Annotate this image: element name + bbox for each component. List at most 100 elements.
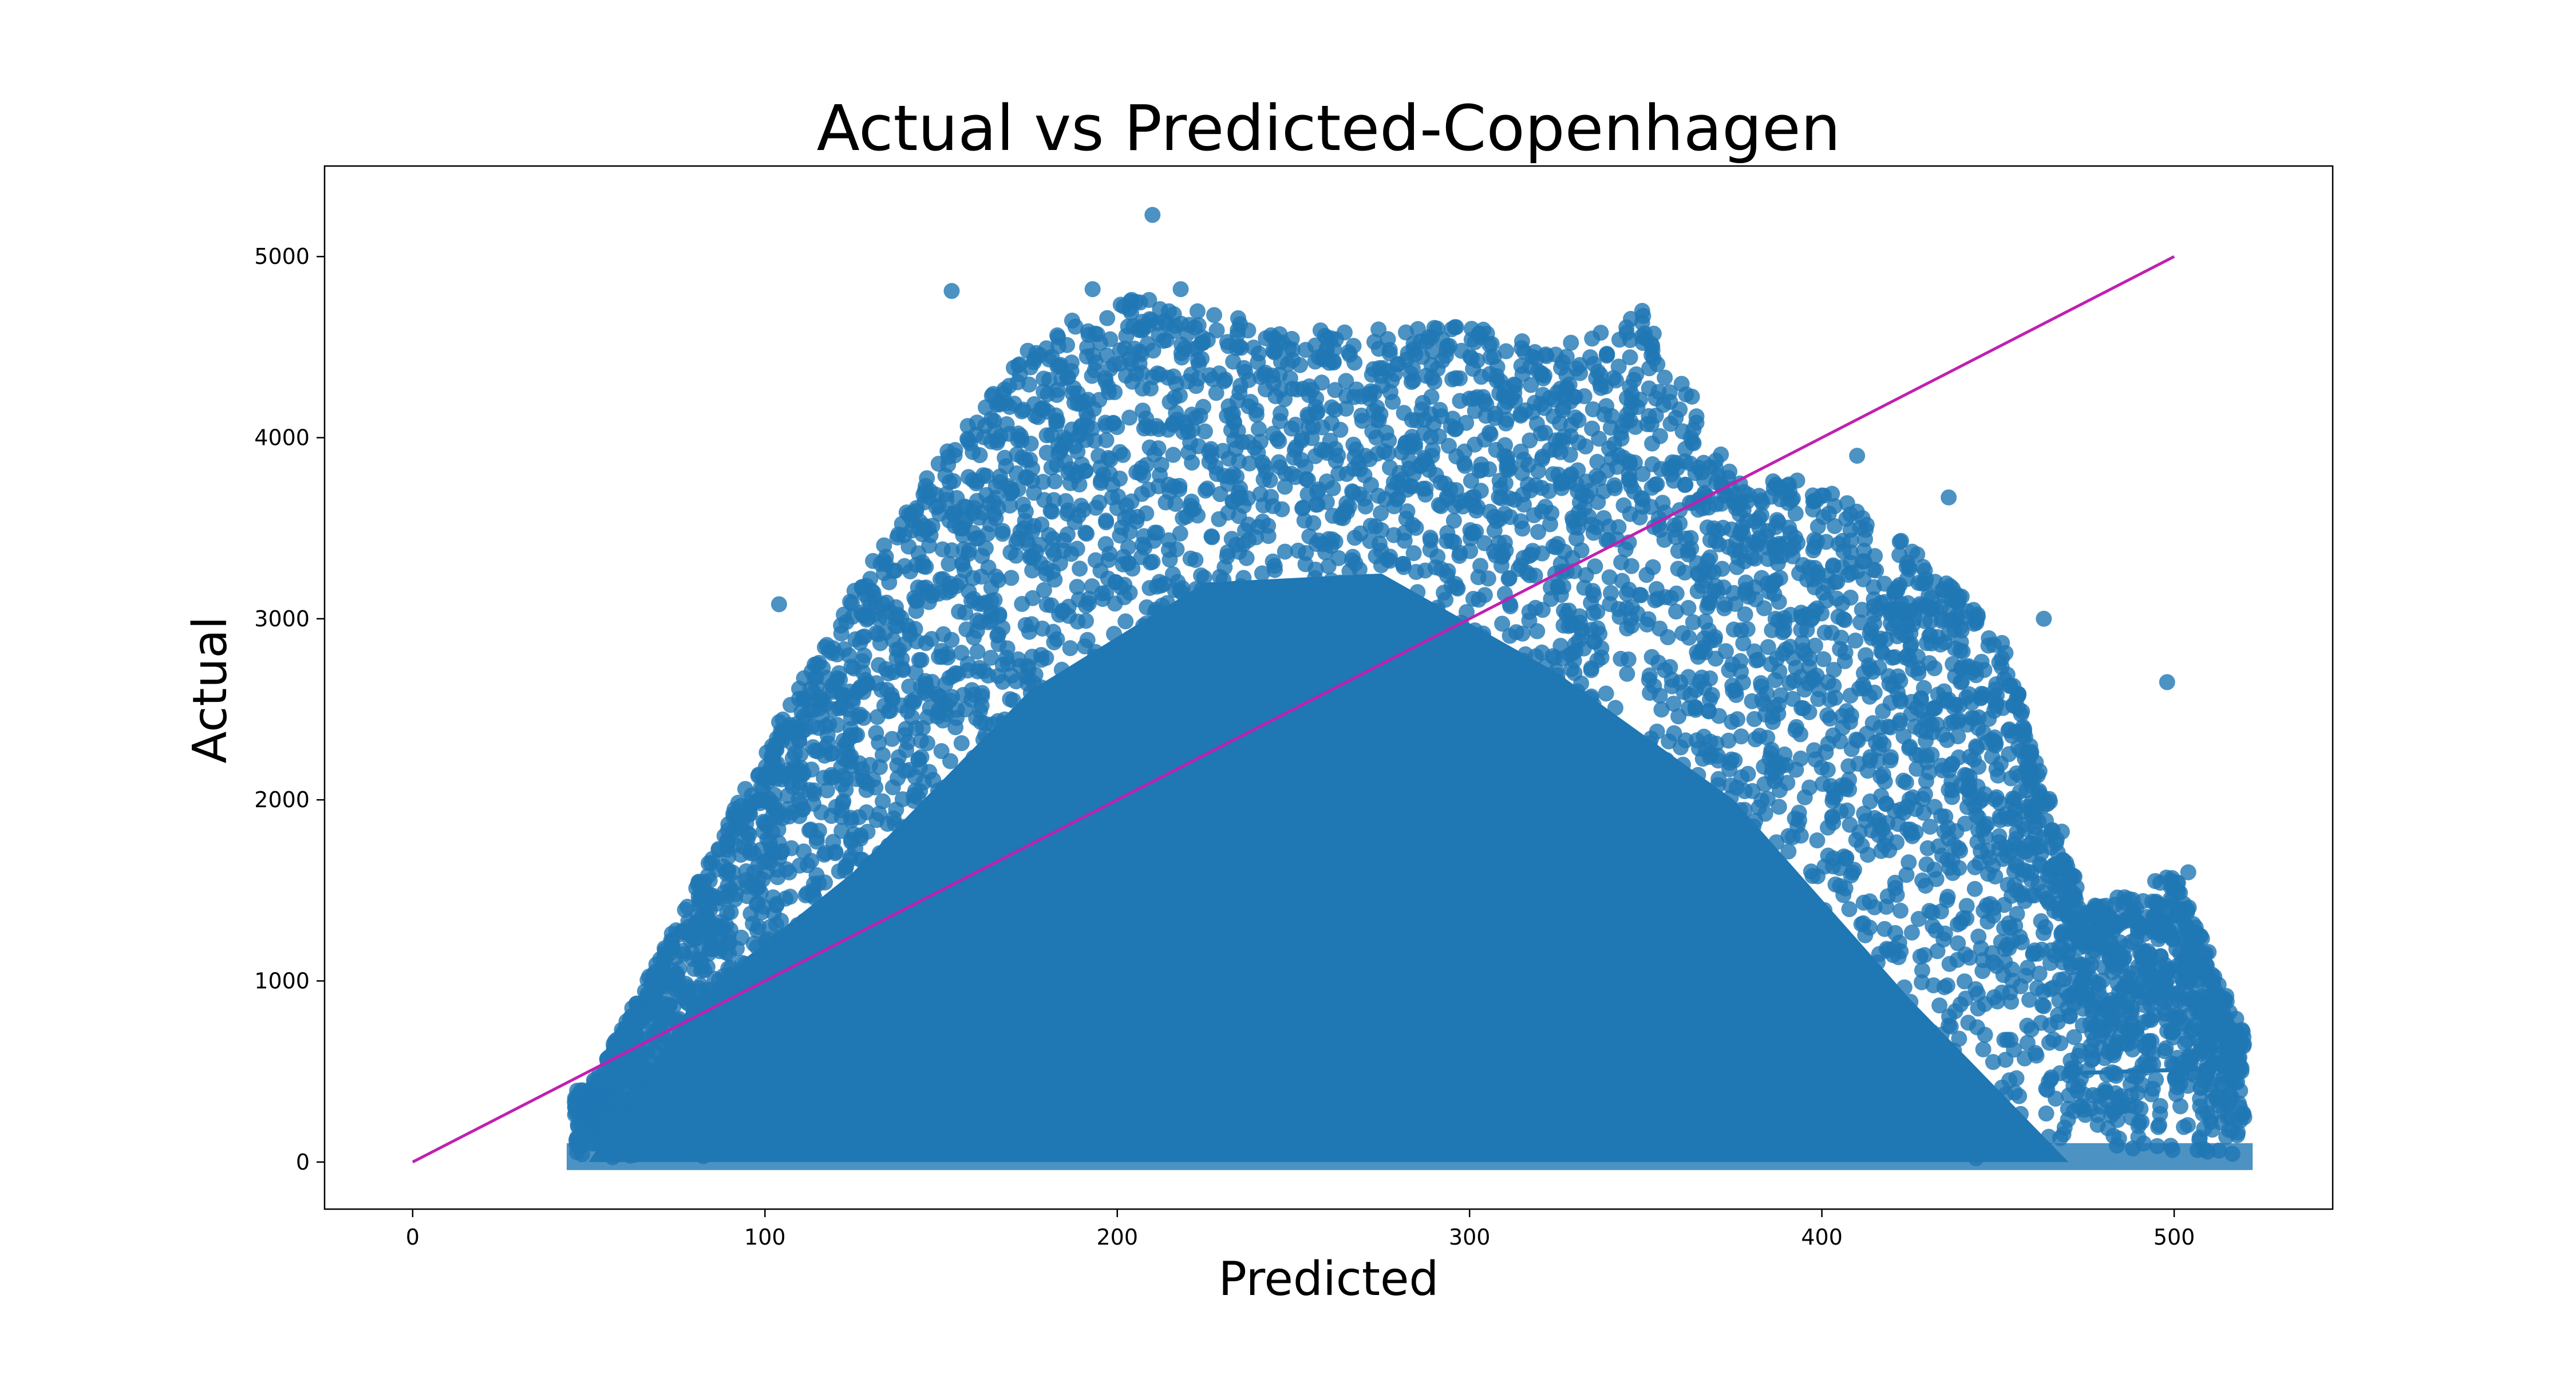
- scatter-point: [1681, 1069, 1697, 1086]
- scatter-point: [1496, 998, 1513, 1015]
- scatter-point: [954, 556, 971, 572]
- scatter-point: [933, 931, 950, 948]
- scatter-point: [1195, 998, 1211, 1014]
- scatter-point: [1662, 590, 1679, 606]
- scatter-point: [1590, 1059, 1607, 1076]
- scatter-point: [1100, 379, 1117, 396]
- scatter-point: [934, 971, 950, 988]
- scatter-point: [1833, 1120, 1850, 1136]
- scatter-point: [843, 963, 859, 980]
- scatter-point: [874, 747, 891, 763]
- scatter-point: [1038, 444, 1055, 461]
- scatter-point: [1271, 1087, 1288, 1104]
- scatter-point: [1020, 882, 1037, 898]
- scatter-point: [1500, 1048, 1516, 1065]
- scatter-point: [1008, 887, 1025, 904]
- scatter-point: [1376, 576, 1393, 593]
- scatter-point: [1097, 781, 1114, 797]
- scatter-point: [1492, 946, 1509, 963]
- scatter-point: [1111, 1110, 1127, 1127]
- scatter-point: [1361, 776, 1378, 792]
- scatter-point: [738, 1043, 755, 1059]
- scatter-point: [1401, 983, 1418, 1000]
- scatter-point: [1682, 879, 1699, 896]
- scatter-point: [1404, 759, 1421, 776]
- scatter-point: [1075, 915, 1092, 932]
- scatter-point: [1392, 804, 1408, 821]
- scatter-point: [1827, 518, 1843, 534]
- scatter-point: [1461, 887, 1478, 904]
- scatter-point: [1297, 556, 1314, 572]
- scatter-point: [883, 690, 900, 707]
- scatter-point: [1523, 938, 1540, 954]
- scatter-point: [1685, 614, 1701, 630]
- scatter-point: [1360, 574, 1376, 590]
- scatter-point: [1050, 329, 1066, 346]
- scatter-point: [1198, 617, 1214, 633]
- scatter-point: [939, 803, 956, 820]
- scatter-point: [1975, 1041, 1992, 1057]
- scatter-point: [1584, 420, 1601, 437]
- scatter-point: [1515, 653, 1532, 669]
- scatter-point: [1780, 843, 1797, 860]
- scatter-point: [1208, 322, 1225, 339]
- scatter-point: [779, 1084, 796, 1100]
- scatter-point: [1771, 799, 1787, 815]
- scatter-point: [1224, 1110, 1241, 1126]
- scatter-point: [1270, 1062, 1286, 1079]
- scatter-point: [868, 725, 884, 741]
- scatter-point: [2147, 872, 2163, 889]
- scatter-point: [1740, 989, 1757, 1006]
- scatter-point: [1253, 1057, 1269, 1073]
- scatter-point: [1563, 334, 1579, 351]
- scatter-point: [1896, 979, 1913, 996]
- scatter-point: [1423, 1073, 1440, 1090]
- scatter-point: [1576, 986, 1593, 1002]
- scatter-point: [1953, 1107, 1969, 1123]
- scatter-point: [1144, 876, 1160, 893]
- scatter-point: [1161, 622, 1178, 639]
- scatter-point: [1389, 1026, 1405, 1043]
- scatter-point: [1133, 919, 1149, 935]
- scatter-point: [1149, 1017, 1166, 1034]
- scatter-point: [1678, 1044, 1695, 1060]
- scatter-point: [1476, 829, 1492, 846]
- scatter-point: [1599, 855, 1615, 871]
- scatter-point: [966, 950, 983, 966]
- scatter-point: [1350, 998, 1366, 1015]
- scatter-point: [1202, 905, 1218, 921]
- scatter-point: [1643, 649, 1660, 665]
- scatter-point: [1986, 729, 2003, 746]
- scatter-point: [1788, 1142, 1804, 1158]
- scatter-point: [1439, 958, 1455, 974]
- scatter-point: [1852, 1069, 1869, 1085]
- scatter-point: [1668, 898, 1684, 914]
- scatter-point: [801, 782, 817, 799]
- scatter-point: [1536, 1013, 1553, 1030]
- scatter-point: [1498, 343, 1514, 360]
- scatter-point: [1033, 966, 1050, 983]
- scatter-point: [962, 905, 978, 921]
- scatter-point: [1117, 368, 1134, 384]
- scatter-point: [1712, 1072, 1729, 1088]
- scatter-point: [1882, 1027, 1899, 1044]
- scatter-point: [1410, 1024, 1427, 1041]
- scatter-point: [1024, 562, 1041, 579]
- scatter-point: [1994, 650, 2010, 666]
- scatter-point: [1639, 864, 1656, 881]
- scatter-point: [1643, 781, 1660, 797]
- scatter-point: [1148, 986, 1165, 1002]
- scatter-point: [1157, 723, 1174, 740]
- scatter-point: [2052, 1065, 2068, 1081]
- scatter-point: [1656, 531, 1673, 548]
- scatter-point: [1790, 1008, 1807, 1025]
- scatter-point: [827, 890, 844, 906]
- scatter-point: [1526, 911, 1543, 928]
- scatter-point: [1836, 653, 1853, 669]
- scatter-point: [2149, 1138, 2166, 1154]
- scatter-point: [1619, 665, 1635, 682]
- scatter-point: [1818, 1005, 1834, 1022]
- scatter-point: [1516, 739, 1532, 755]
- scatter-point: [1644, 456, 1661, 472]
- scatter-point: [1889, 684, 1906, 701]
